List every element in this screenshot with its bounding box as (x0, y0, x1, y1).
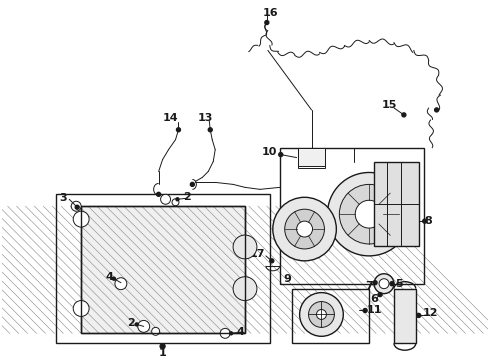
Text: 2: 2 (184, 192, 191, 202)
Circle shape (112, 277, 116, 280)
Bar (374, 162, 419, 246)
Bar (81, 206, 245, 333)
Circle shape (191, 183, 195, 186)
Text: 4: 4 (105, 272, 113, 282)
Circle shape (265, 21, 269, 24)
Circle shape (279, 153, 283, 157)
Circle shape (299, 293, 343, 336)
Text: 3: 3 (59, 193, 67, 203)
Circle shape (317, 310, 326, 319)
Circle shape (176, 198, 179, 201)
Bar (56, 194, 270, 343)
Circle shape (379, 279, 389, 289)
Circle shape (373, 281, 377, 285)
Circle shape (309, 302, 334, 327)
Circle shape (157, 192, 161, 196)
Circle shape (435, 108, 439, 112)
Circle shape (220, 328, 230, 338)
Bar (81, 206, 245, 333)
Text: 8: 8 (425, 216, 433, 226)
Circle shape (327, 172, 411, 256)
Circle shape (296, 221, 313, 237)
Text: 15: 15 (381, 100, 397, 110)
Circle shape (402, 113, 406, 117)
Text: 2: 2 (127, 318, 135, 328)
Circle shape (378, 293, 382, 297)
Circle shape (230, 332, 233, 335)
Circle shape (176, 128, 180, 132)
Circle shape (135, 323, 138, 326)
Circle shape (160, 344, 165, 349)
Circle shape (374, 274, 394, 294)
Text: 16: 16 (263, 8, 279, 18)
Circle shape (115, 278, 127, 290)
Circle shape (172, 199, 179, 206)
Circle shape (152, 327, 160, 335)
Circle shape (208, 128, 212, 132)
Text: 7: 7 (365, 281, 373, 291)
Circle shape (273, 197, 336, 261)
Circle shape (285, 209, 324, 249)
Circle shape (75, 205, 79, 209)
Circle shape (73, 301, 89, 316)
Text: 12: 12 (423, 309, 439, 319)
Text: 13: 13 (197, 113, 213, 123)
Bar (280, 148, 424, 284)
Circle shape (270, 259, 274, 263)
Circle shape (423, 219, 427, 223)
Text: 9: 9 (284, 274, 292, 284)
Bar (81, 206, 245, 333)
Text: 6: 6 (370, 293, 378, 303)
Bar (81, 206, 245, 333)
Circle shape (363, 309, 367, 312)
Bar (297, 148, 325, 167)
Circle shape (340, 184, 399, 244)
Bar (292, 289, 369, 343)
Circle shape (71, 201, 81, 211)
Circle shape (161, 194, 171, 204)
Text: 10: 10 (262, 147, 277, 157)
Text: 5: 5 (395, 279, 403, 289)
Bar (394, 289, 416, 343)
Circle shape (138, 320, 149, 332)
Text: 4: 4 (236, 327, 244, 337)
Circle shape (390, 282, 394, 286)
Circle shape (233, 277, 257, 301)
Circle shape (73, 211, 89, 227)
Bar (297, 148, 325, 166)
Circle shape (355, 200, 383, 228)
Text: 11: 11 (367, 306, 382, 315)
Text: 14: 14 (163, 113, 178, 123)
Circle shape (417, 314, 421, 318)
Text: 1: 1 (159, 348, 167, 358)
Circle shape (233, 235, 257, 259)
Text: 17: 17 (250, 249, 266, 259)
